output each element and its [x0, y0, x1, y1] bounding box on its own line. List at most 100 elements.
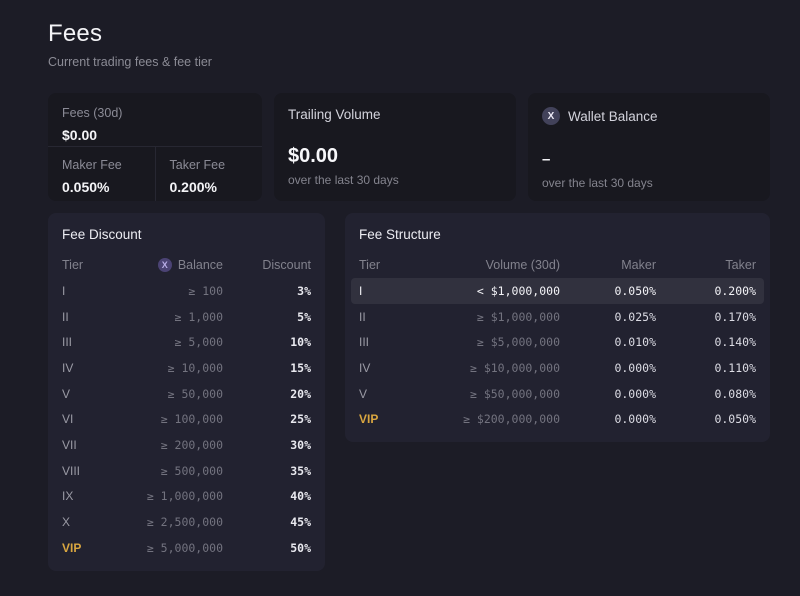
fee-structure-row: IV ≥ $10,000,000 0.000% 0.110%: [351, 355, 764, 381]
discount-cell: 3%: [297, 283, 311, 298]
taker-fee-cell: Taker Fee 0.200%: [154, 147, 263, 201]
fee-structure-title: Fee Structure: [359, 227, 441, 242]
column-header-balance-label: Balance: [177, 258, 223, 272]
tier-cell: I: [359, 283, 363, 298]
tables-row: Fee Discount Tier X Balance Discount I ≥…: [48, 213, 770, 571]
maker-cell: 0.050%: [614, 283, 656, 298]
maker-cell: 0.000%: [614, 386, 656, 401]
balance-cell: ≥ 100,000: [160, 412, 223, 427]
discount-cell: 40%: [290, 489, 311, 504]
column-header-balance: X Balance: [106, 258, 223, 272]
discount-cell: 45%: [290, 515, 311, 530]
x-token-icon: X: [157, 258, 172, 272]
fee-discount-row: V ≥ 50,000 20%: [62, 381, 311, 407]
trailing-volume-value: $0.00: [288, 144, 339, 167]
taker-cell: 0.050%: [714, 412, 756, 427]
maker-fee-value: 0.050%: [62, 179, 110, 195]
tier-cell: X: [62, 515, 71, 530]
tier-cell: III: [359, 335, 370, 350]
taker-cell: 0.170%: [714, 309, 756, 324]
column-header-tier: Tier: [359, 258, 381, 272]
fee-structure-panel: Fee Structure Tier Volume (30d) Maker Ta…: [345, 213, 770, 443]
wallet-balance-value: –: [542, 150, 551, 168]
fee-structure-row: VIP ≥ $200,000,000 0.000% 0.050%: [351, 406, 764, 432]
maker-cell: 0.000%: [614, 360, 656, 375]
discount-cell: 15%: [290, 360, 311, 375]
fees-page: Fees Current trading fees & fee tier Fee…: [48, 0, 770, 571]
balance-cell: ≥ 2,500,000: [146, 515, 223, 530]
trailing-volume-card: Trailing Volume $0.00 over the last 30 d…: [274, 93, 516, 201]
wallet-balance-card: X Wallet Balance – over the last 30 days: [528, 93, 770, 201]
fee-discount-row: I ≥ 100 3%: [62, 278, 311, 304]
tier-cell: V: [359, 386, 368, 401]
fee-structure-header: Tier Volume (30d) Maker Taker: [351, 252, 764, 278]
tier-cell: III: [62, 335, 73, 350]
maker-fee-cell: Maker Fee 0.050%: [48, 147, 155, 201]
tier-cell: IV: [62, 360, 74, 375]
maker-cell: 0.000%: [614, 412, 656, 427]
x-token-icon: X: [542, 107, 560, 125]
column-header-taker: Taker: [725, 258, 756, 272]
fee-discount-row: IV ≥ 10,000 15%: [62, 355, 311, 381]
tier-cell: II: [359, 309, 366, 324]
volume-cell: ≥ $1,000,000: [476, 309, 560, 324]
fee-discount-title: Fee Discount: [62, 227, 142, 242]
discount-cell: 35%: [290, 463, 311, 478]
stats-row: Fees (30d) $0.00 Maker Fee 0.050% Taker …: [48, 93, 770, 201]
fee-structure-row: I < $1,000,000 0.050% 0.200%: [351, 278, 764, 304]
tier-cell: IX: [62, 489, 74, 504]
fee-discount-row: VI ≥ 100,000 25%: [62, 406, 311, 432]
fee-discount-row: VII ≥ 200,000 30%: [62, 432, 311, 458]
balance-cell: ≥ 50,000: [167, 386, 223, 401]
fees-30d-value: $0.00: [62, 127, 98, 143]
fee-structure-row: III ≥ $5,000,000 0.010% 0.140%: [351, 329, 764, 355]
maker-taker-section: Maker Fee 0.050% Taker Fee 0.200%: [48, 146, 262, 201]
tier-cell: IV: [359, 360, 371, 375]
fee-structure-row: V ≥ $50,000,000 0.000% 0.080%: [351, 381, 764, 407]
fee-discount-body: I ≥ 100 3% II ≥ 1,000 5% III ≥ 5,000 10%: [62, 278, 311, 561]
fee-discount-row: III ≥ 5,000 10%: [62, 329, 311, 355]
volume-cell: ≥ $50,000,000: [469, 386, 560, 401]
discount-cell: 30%: [290, 437, 311, 452]
taker-fee-label: Taker Fee: [169, 158, 226, 172]
fee-discount-header: Tier X Balance Discount: [62, 252, 311, 278]
fees-30d-label: Fees (30d): [62, 106, 123, 120]
tier-cell: VI: [62, 412, 74, 427]
page-title: Fees: [48, 20, 103, 47]
balance-cell: ≥ 5,000: [174, 335, 223, 350]
tier-cell: VIII: [62, 463, 81, 478]
fees-30d-section: Fees (30d) $0.00: [48, 93, 262, 146]
volume-cell: ≥ $200,000,000: [463, 412, 560, 427]
fees-30d-card: Fees (30d) $0.00 Maker Fee 0.050% Taker …: [48, 93, 262, 201]
tier-cell: V: [62, 386, 71, 401]
wallet-balance-caption: over the last 30 days: [542, 176, 653, 190]
volume-cell: ≥ $10,000,000: [469, 360, 560, 375]
fee-discount-panel: Fee Discount Tier X Balance Discount I ≥…: [48, 213, 325, 571]
fee-discount-row: X ≥ 2,500,000 45%: [62, 509, 311, 535]
fee-discount-row: VIP ≥ 5,000,000 50%: [62, 535, 311, 561]
balance-cell: ≥ 200,000: [160, 437, 223, 452]
balance-cell: ≥ 5,000,000: [146, 540, 223, 555]
discount-cell: 5%: [297, 309, 311, 324]
taker-fee-value: 0.200%: [169, 179, 217, 195]
maker-cell: 0.010%: [614, 335, 656, 350]
column-header-maker: Maker: [621, 258, 656, 272]
fee-structure-body: I < $1,000,000 0.050% 0.200% II ≥ $1,000…: [351, 278, 764, 432]
taker-cell: 0.110%: [714, 360, 756, 375]
discount-cell: 10%: [290, 335, 311, 350]
taker-cell: 0.200%: [714, 283, 756, 298]
balance-cell: ≥ 10,000: [167, 360, 223, 375]
balance-cell: ≥ 100: [188, 283, 223, 298]
maker-cell: 0.025%: [614, 309, 656, 324]
tier-cell: VII: [62, 437, 77, 452]
fee-discount-row: II ≥ 1,000 5%: [62, 304, 311, 330]
trailing-volume-label: Trailing Volume: [288, 107, 381, 122]
volume-cell: < $1,000,000: [476, 283, 560, 298]
page-subtitle: Current trading fees & fee tier: [48, 55, 212, 69]
column-header-discount: Discount: [262, 258, 311, 272]
tier-cell: II: [62, 309, 69, 324]
discount-cell: 20%: [290, 386, 311, 401]
tier-cell: VIP: [359, 412, 379, 427]
volume-cell: ≥ $5,000,000: [476, 335, 560, 350]
balance-cell: ≥ 1,000,000: [146, 489, 223, 504]
